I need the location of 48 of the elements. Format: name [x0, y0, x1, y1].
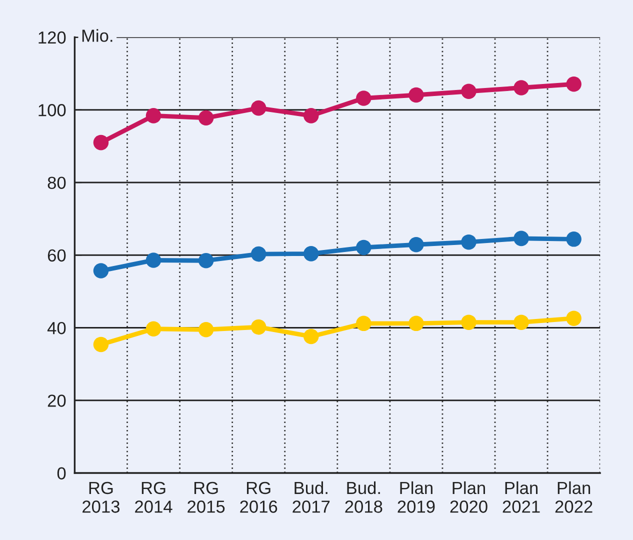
point — [93, 263, 109, 278]
point — [146, 252, 162, 268]
y-tick-label: 60 — [48, 249, 66, 262]
point — [408, 87, 424, 103]
point — [514, 314, 529, 330]
y-tick-label: 20 — [48, 394, 66, 407]
point — [303, 108, 319, 124]
x-tick-label: Plan 2019 — [398, 481, 435, 513]
point — [303, 328, 319, 344]
y-tick-label: 100 — [38, 104, 66, 116]
point — [461, 314, 476, 330]
point — [303, 246, 319, 262]
y-tick-label: 40 — [47, 322, 66, 334]
point — [250, 100, 266, 116]
point — [198, 252, 214, 268]
y-tick-label: 120 — [38, 31, 66, 44]
point — [514, 230, 529, 246]
x-tick-label: Plan 2022 — [555, 481, 592, 513]
point — [566, 76, 582, 92]
point — [461, 234, 476, 250]
y-tick-label: 0 — [57, 467, 66, 480]
point — [408, 236, 424, 252]
point — [356, 240, 372, 256]
point — [146, 108, 162, 124]
x-tick-label: Plan 2020 — [450, 481, 488, 513]
x-tick-label: RG 2015 — [188, 482, 225, 513]
x-tick-label: Bud. 2018 — [345, 481, 382, 513]
point — [250, 246, 266, 262]
x-tick-label: RG 2014 — [135, 482, 172, 513]
point — [356, 90, 372, 106]
point — [566, 232, 582, 247]
point — [356, 316, 372, 332]
point — [566, 310, 582, 326]
point — [146, 321, 162, 337]
x-tick-label: RG 2013 — [82, 482, 120, 513]
point — [250, 319, 266, 335]
point — [461, 84, 476, 100]
y-axis-title: Mio. — [82, 29, 112, 42]
point — [408, 316, 424, 332]
point — [93, 134, 109, 150]
point — [198, 110, 214, 126]
x-tick-label: Bud. 2017 — [292, 481, 330, 513]
point — [198, 322, 214, 338]
x-tick-label: RG 2016 — [240, 482, 278, 513]
point — [93, 336, 109, 352]
y-tick-label: 80 — [48, 176, 66, 189]
point — [514, 80, 529, 96]
x-tick-label: Plan 2021 — [502, 481, 540, 513]
